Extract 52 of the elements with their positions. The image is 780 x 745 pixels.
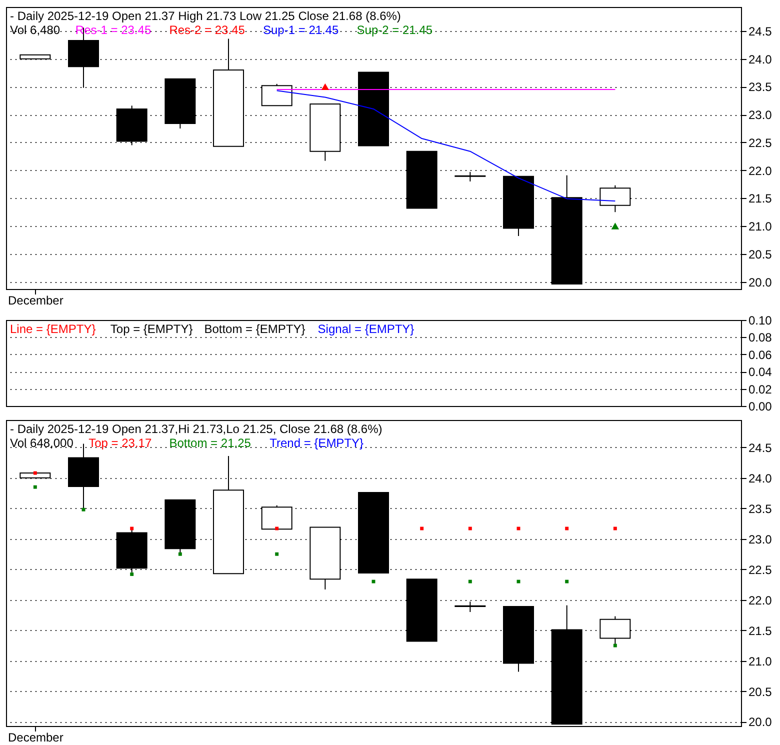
x-tick-label: December [8,730,64,744]
legend-label: Trend = {EMPTY} [270,436,364,450]
y-tick-label: 21.0 [748,220,772,234]
y-tick-label: 23.5 [748,502,772,516]
y-tick-label: 22.5 [748,562,772,577]
y-tick-label: 24.5 [748,24,772,38]
point [613,644,617,648]
legend-label: Top = {EMPTY} [110,322,193,336]
y-tick-label: 20.0 [748,275,772,290]
y-tick-label: 23.0 [748,532,772,546]
text: Sup-2 = 21.45 [356,23,433,37]
chart-title: - Daily 2025-12-19 Open 21.37 High 21.73 Low 21.25 Close 21.68 (8.6%) [10,9,401,23]
legend-label: Line = {EMPTY} [10,322,96,336]
y-tick-label: 0.02 [748,382,772,396]
point [565,580,569,584]
y-tick-label: 24.0 [748,52,772,66]
text: Bottom = 21.25 [169,436,252,450]
y-tick-label: 20.5 [748,684,772,699]
y-tick-label: 22.5 [748,136,772,150]
y-tick-label: 0.10 [748,314,772,328]
y-tick-label: 21.0 [748,654,772,668]
point [178,552,182,556]
point [130,572,134,576]
chart-title: - Daily 2025-12-19 Open 21.37,Hi 21.73,Lo 21.25, Close 21.68 (8.6%) [10,422,382,436]
y-tick-label: 21.5 [748,192,772,206]
y-tick-label: 0.00 [748,400,772,414]
y-tick-label: 22.0 [748,164,772,178]
point [33,471,37,475]
point [275,552,279,556]
y-tick-label: 23.0 [748,108,772,122]
candlestick [454,171,486,182]
x-tick-label: December [8,294,64,308]
y-tick-label: 20.5 [748,247,772,262]
text: Vol 648,000 [10,436,74,450]
candlestick [454,601,486,613]
text: Vol 6,480 [10,23,60,37]
point [33,485,37,489]
text: Top = 23.17 [88,436,152,450]
legend-label: Bottom = {EMPTY} [204,322,306,336]
y-tick-label: 20.0 [748,715,772,730]
y-tick-label: 0.06 [748,348,772,362]
text: Res-2 = 23.45 [169,23,246,37]
legend-label: Signal = {EMPTY} [318,322,414,336]
y-tick-label: 0.04 [748,365,772,380]
y-tick-label: 24.0 [748,471,772,486]
y-tick-label: 24.5 [748,440,772,455]
y-tick-label: 0.08 [748,330,772,345]
y-tick-label: 23.5 [748,80,772,94]
point [468,580,472,584]
y-tick-label: 21.5 [748,624,772,638]
text: Sup-1 = 21.45 [263,23,340,37]
y-tick-label: 22.0 [748,593,772,608]
